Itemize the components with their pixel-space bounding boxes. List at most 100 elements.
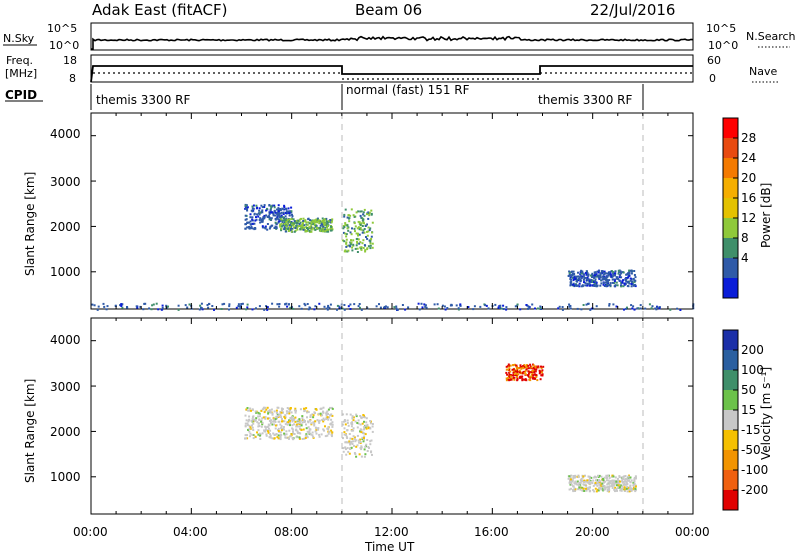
range-gate-cell: [584, 474, 586, 477]
range-gate-cell: [590, 281, 593, 283]
range-gate-cell: [336, 308, 338, 311]
range-gate-cell: [441, 304, 444, 307]
range-gate-cell: [369, 420, 372, 422]
range-gate-cell: [627, 272, 630, 275]
range-gate-cell: [315, 427, 318, 430]
range-gate-cell: [569, 307, 572, 310]
range-gate-cell: [295, 224, 298, 227]
range-gate-cell: [613, 481, 616, 484]
range-gate-cell: [598, 269, 600, 272]
range-gate-cell: [371, 430, 374, 433]
range-gate-cell: [527, 364, 530, 367]
range-gate-cell: [363, 228, 366, 230]
range-gate-cell: [318, 220, 321, 223]
range-gate-cell: [247, 428, 249, 431]
range-gate-cell: [529, 379, 532, 382]
range-gate-cell: [329, 414, 332, 417]
range-gate-cell: [609, 480, 612, 483]
range-gate-cell: [558, 305, 561, 308]
range-gate-cell: [508, 378, 511, 381]
range-gate-cell: [602, 282, 605, 284]
x-axis-label: Time UT: [364, 540, 415, 554]
range-gate-cell: [322, 411, 325, 414]
range-gate-cell: [248, 227, 251, 230]
range-gate-cell: [617, 484, 620, 487]
range-gate-cell: [623, 475, 626, 478]
range-gate-cell: [621, 476, 624, 479]
range-gate-cell: [253, 227, 256, 230]
range-gate-cell: [626, 479, 629, 482]
range-gate-cell: [614, 272, 616, 275]
range-gate-cell: [634, 490, 637, 493]
range-gate-cell: [325, 230, 328, 233]
range-gate-cell: [615, 276, 618, 279]
range-gate-cell: [322, 406, 325, 409]
range-gate-cell: [597, 489, 600, 492]
range-gate-cell: [260, 210, 263, 213]
range-gate-cell: [626, 485, 629, 488]
range-gate-cell: [331, 425, 334, 428]
range-gate-cell: [327, 408, 330, 411]
range-gate-cell: [327, 306, 330, 308]
range-gate-cell: [340, 307, 343, 310]
range-gate-cell: [286, 407, 289, 409]
range-gate-cell: [608, 279, 611, 282]
range-gate-cell: [584, 276, 587, 279]
range-gate-cell: [278, 431, 281, 434]
range-gate-cell: [308, 428, 311, 431]
range-gate-cell: [622, 271, 625, 274]
range-gate-cell: [343, 215, 346, 218]
range-gate-cell: [266, 207, 268, 210]
range-gate-cell: [269, 208, 272, 211]
range-gate-cell: [505, 308, 508, 311]
range-gate-cell: [423, 303, 426, 306]
range-gate-cell: [360, 308, 363, 311]
range-gate-cell: [606, 490, 609, 493]
range-gate-cell: [534, 307, 536, 310]
range-gate-cell: [270, 217, 273, 220]
range-gate-cell: [329, 303, 332, 306]
range-gate-cell: [536, 379, 539, 382]
range-gate-cell: [246, 206, 249, 209]
range-gate-cell: [299, 221, 302, 224]
range-gate-cell: [285, 217, 288, 220]
range-gate-cell: [342, 420, 345, 423]
range-gate-cell: [624, 490, 626, 492]
range-gate-cell: [378, 303, 380, 306]
range-gate-cell: [120, 305, 123, 307]
range-gate-cell: [248, 415, 251, 418]
range-gate-cell: [624, 475, 627, 477]
colorbar-cell: [723, 278, 738, 299]
range-gate-cell: [366, 425, 369, 428]
range-gate-cell: [246, 208, 248, 211]
range-gate-cell: [368, 229, 371, 231]
range-gate-cell: [602, 277, 605, 280]
range-gate-cell: [607, 479, 610, 482]
range-gate-cell: [341, 413, 344, 416]
range-gate-cell: [623, 283, 626, 286]
range-gate-cell: [295, 409, 297, 412]
range-gate-cell: [571, 272, 574, 275]
range-gate-cell: [362, 440, 365, 443]
range-gate-cell: [274, 218, 277, 221]
range-gate-cell: [633, 280, 636, 283]
range-gate-cell: [322, 420, 325, 423]
range-gate-cell: [360, 445, 363, 448]
range-gate-cell: [208, 302, 210, 305]
range-gate-cell: [361, 436, 364, 439]
range-gate-cell: [497, 306, 500, 309]
range-gate-cell: [509, 364, 512, 367]
colorbar-cell: [723, 238, 738, 259]
range-gate-cell: [356, 247, 359, 250]
range-gate-cell: [298, 437, 301, 440]
range-gate-cell: [612, 273, 615, 276]
range-gate-cell: [623, 308, 625, 311]
range-gate-cell: [258, 415, 261, 418]
range-gate-cell: [512, 364, 515, 367]
range-gate-cell: [634, 279, 637, 282]
range-gate-cell: [356, 422, 359, 424]
range-gate-cell: [275, 433, 278, 436]
colorbar-frame: [722, 329, 739, 511]
power-ytick-1000: 1000: [50, 265, 81, 279]
